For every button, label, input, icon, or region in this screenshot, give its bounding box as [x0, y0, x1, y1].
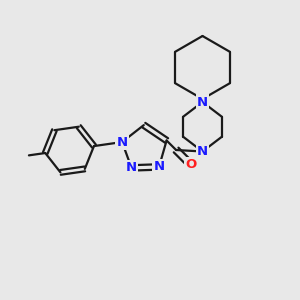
Text: O: O [185, 158, 196, 171]
Text: N: N [116, 136, 128, 148]
Text: N: N [197, 95, 208, 109]
Text: N: N [126, 161, 137, 174]
Text: N: N [197, 145, 208, 158]
Text: N: N [153, 160, 165, 173]
